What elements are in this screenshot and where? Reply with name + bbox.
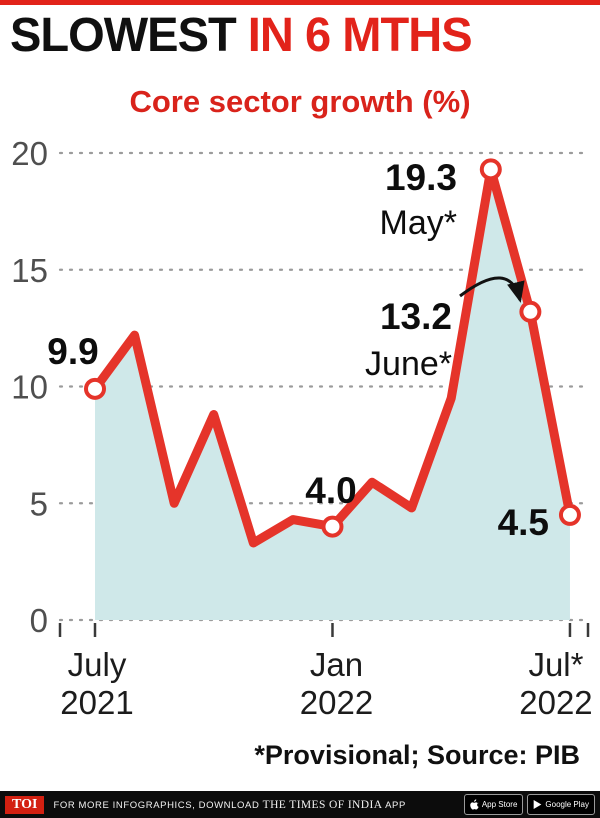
svg-text:2022: 2022 bbox=[519, 684, 592, 721]
svg-text:2021: 2021 bbox=[60, 684, 133, 721]
app-store-badge[interactable]: App Store bbox=[463, 794, 524, 815]
svg-text:4.5: 4.5 bbox=[498, 502, 549, 543]
svg-text:Jan: Jan bbox=[310, 646, 363, 683]
svg-text:19.3: 19.3 bbox=[385, 157, 457, 198]
footer-text: FOR MORE INFOGRAPHICS, DOWNLOAD THE TIME… bbox=[53, 799, 406, 811]
footer-text-suffix: APP bbox=[382, 799, 406, 811]
footnote: *Provisional; Source: PIB bbox=[254, 740, 580, 770]
svg-text:5: 5 bbox=[30, 485, 48, 522]
svg-text:9.9: 9.9 bbox=[47, 331, 98, 372]
headline-black-part: SLOWEST bbox=[10, 9, 237, 62]
chart-title: Core sector growth (%) bbox=[129, 84, 471, 119]
footer-bar: TOI FOR MORE INFOGRAPHICS, DOWNLOAD THE … bbox=[0, 791, 600, 818]
google-play-badge[interactable]: Google Play bbox=[527, 794, 595, 815]
footer-text-brand: THE TIMES OF INDIA bbox=[262, 798, 383, 811]
svg-text:Jul*: Jul* bbox=[528, 646, 583, 683]
svg-text:May*: May* bbox=[380, 204, 457, 242]
toi-logo: TOI bbox=[5, 795, 45, 814]
svg-text:20: 20 bbox=[11, 135, 48, 172]
svg-text:July: July bbox=[68, 646, 127, 683]
headline-red-part: IN 6 MTHS bbox=[235, 9, 473, 62]
google-play-label: Google Play bbox=[545, 800, 589, 809]
svg-text:2022: 2022 bbox=[300, 684, 373, 721]
svg-text:15: 15 bbox=[11, 252, 48, 289]
svg-text:10: 10 bbox=[11, 369, 48, 406]
footer-text-prefix: FOR MORE INFOGRAPHICS, DOWNLOAD bbox=[53, 799, 263, 811]
svg-text:June*: June* bbox=[365, 345, 452, 383]
app-store-label: App Store bbox=[481, 800, 518, 809]
core-sector-growth-chart: 051015209.94.019.3May*13.2June*4.5July20… bbox=[11, 135, 592, 721]
svg-text:0: 0 bbox=[30, 602, 48, 639]
store-badges: App Store Google Play bbox=[463, 794, 595, 815]
svg-text:4.0: 4.0 bbox=[305, 470, 356, 511]
apple-icon bbox=[470, 799, 479, 810]
headline: SLOWEST IN 6 MTHS bbox=[10, 8, 473, 63]
top-red-rule bbox=[0, 0, 600, 5]
svg-text:13.2: 13.2 bbox=[380, 296, 452, 337]
google-play-icon bbox=[534, 800, 542, 809]
